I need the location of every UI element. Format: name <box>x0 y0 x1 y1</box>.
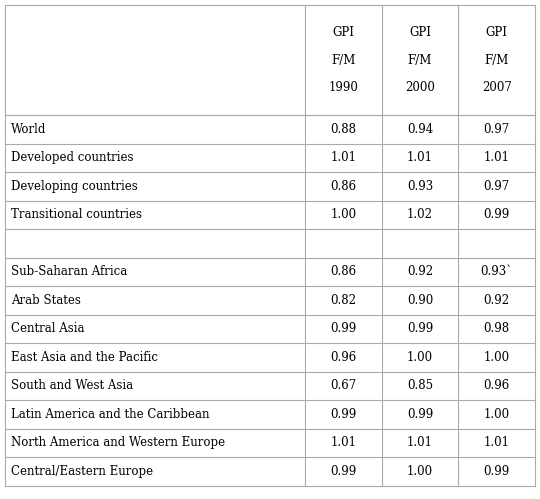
Text: 1.00: 1.00 <box>484 351 510 364</box>
Text: 1990: 1990 <box>328 81 358 94</box>
Text: 1.01: 1.01 <box>407 151 433 164</box>
Text: 2000: 2000 <box>405 81 435 94</box>
Text: Central/Eastern Europe: Central/Eastern Europe <box>11 465 153 478</box>
Text: F/M: F/M <box>408 53 432 66</box>
Text: 1.01: 1.01 <box>407 436 433 449</box>
Text: GPI: GPI <box>332 26 354 39</box>
Text: 0.88: 0.88 <box>330 123 356 136</box>
Text: GPI: GPI <box>409 26 431 39</box>
Text: Central Asia: Central Asia <box>11 322 84 335</box>
Text: Developed countries: Developed countries <box>11 151 133 164</box>
Text: World: World <box>11 123 46 136</box>
Text: 0.93: 0.93 <box>407 180 433 193</box>
Text: 0.86: 0.86 <box>330 180 356 193</box>
Text: 1.00: 1.00 <box>484 408 510 421</box>
Text: 0.97: 0.97 <box>483 123 510 136</box>
Text: 0.92: 0.92 <box>484 294 510 307</box>
Text: 1.00: 1.00 <box>330 208 356 221</box>
Text: Transitional countries: Transitional countries <box>11 208 142 221</box>
Text: F/M: F/M <box>331 53 355 66</box>
Text: 1.02: 1.02 <box>407 208 433 221</box>
Text: 1.00: 1.00 <box>407 465 433 478</box>
Text: 0.85: 0.85 <box>407 379 433 392</box>
Text: 0.99: 0.99 <box>483 465 510 478</box>
Text: 0.99: 0.99 <box>407 322 433 335</box>
Text: 0.86: 0.86 <box>330 265 356 278</box>
Text: South and West Asia: South and West Asia <box>11 379 133 392</box>
Text: 0.98: 0.98 <box>484 322 510 335</box>
Text: 0.90: 0.90 <box>407 294 433 307</box>
Text: 0.99: 0.99 <box>330 408 356 421</box>
Text: 0.94: 0.94 <box>407 123 433 136</box>
Text: 0.93`: 0.93` <box>481 265 512 278</box>
Text: North America and Western Europe: North America and Western Europe <box>11 436 225 449</box>
Text: Sub-Saharan Africa: Sub-Saharan Africa <box>11 265 127 278</box>
Text: 0.99: 0.99 <box>330 465 356 478</box>
Text: GPI: GPI <box>485 26 508 39</box>
Text: Arab States: Arab States <box>11 294 81 307</box>
Text: 0.82: 0.82 <box>330 294 356 307</box>
Text: 1.01: 1.01 <box>484 151 510 164</box>
Text: 0.96: 0.96 <box>330 351 356 364</box>
Text: East Asia and the Pacific: East Asia and the Pacific <box>11 351 158 364</box>
Text: 1.01: 1.01 <box>330 436 356 449</box>
Text: Developing countries: Developing countries <box>11 180 138 193</box>
Text: 1.00: 1.00 <box>407 351 433 364</box>
Text: 0.67: 0.67 <box>330 379 356 392</box>
Text: F/M: F/M <box>484 53 509 66</box>
Text: 0.99: 0.99 <box>483 208 510 221</box>
Text: 1.01: 1.01 <box>484 436 510 449</box>
Text: 0.97: 0.97 <box>483 180 510 193</box>
Text: 0.96: 0.96 <box>483 379 510 392</box>
Text: Latin America and the Caribbean: Latin America and the Caribbean <box>11 408 210 421</box>
Text: 1.01: 1.01 <box>330 151 356 164</box>
Text: 0.99: 0.99 <box>330 322 356 335</box>
Text: 0.99: 0.99 <box>407 408 433 421</box>
Text: 0.92: 0.92 <box>407 265 433 278</box>
Text: 2007: 2007 <box>482 81 511 94</box>
